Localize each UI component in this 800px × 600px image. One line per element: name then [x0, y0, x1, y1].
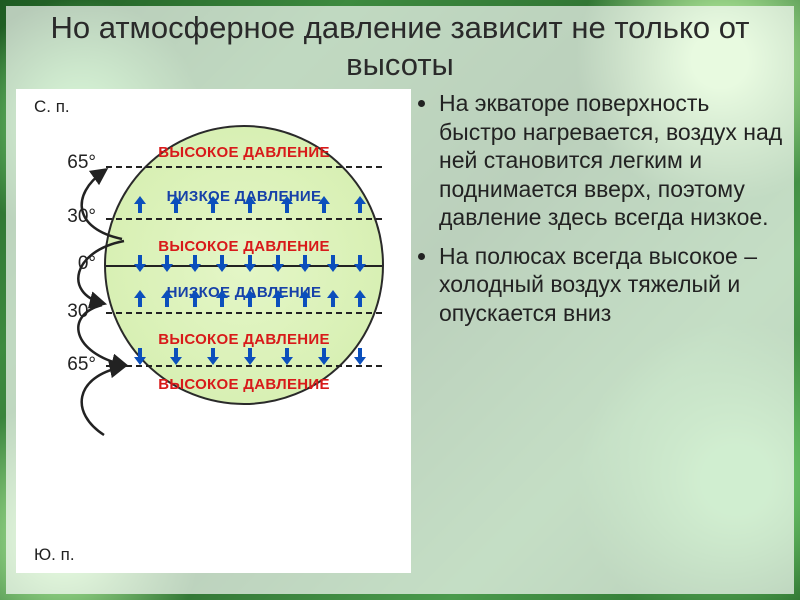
content-row: С. п. ВЫСОКОЕ ДАВЛЕНИЕНИЗКОЕ ДАВЛЕНИЕВЫС… [16, 89, 784, 573]
latitude-degree-label: 65° [46, 152, 96, 174]
latitude-degree-label: 30° [46, 301, 96, 323]
page-title: Но атмосферное давление зависит не тольк… [16, 10, 784, 83]
bullet-list: На экваторе поверхность быстро нагревает… [417, 89, 784, 573]
slide-panel: Но атмосферное давление зависит не тольк… [6, 6, 794, 594]
latitude-degree-label: 0° [46, 253, 96, 275]
latitude-degree-label: 30° [46, 206, 96, 228]
south-pole-label: Ю. п. [34, 545, 75, 565]
latitude-degree-label: 65° [46, 354, 96, 376]
list-item: На экваторе поверхность быстро нагревает… [439, 89, 784, 232]
circulation-arrow [82, 367, 122, 435]
list-item: На полюсах всегда высокое – холодный воз… [439, 242, 784, 328]
pressure-globe-diagram: С. п. ВЫСОКОЕ ДАВЛЕНИЕНИЗКОЕ ДАВЛЕНИЕВЫС… [16, 89, 411, 573]
